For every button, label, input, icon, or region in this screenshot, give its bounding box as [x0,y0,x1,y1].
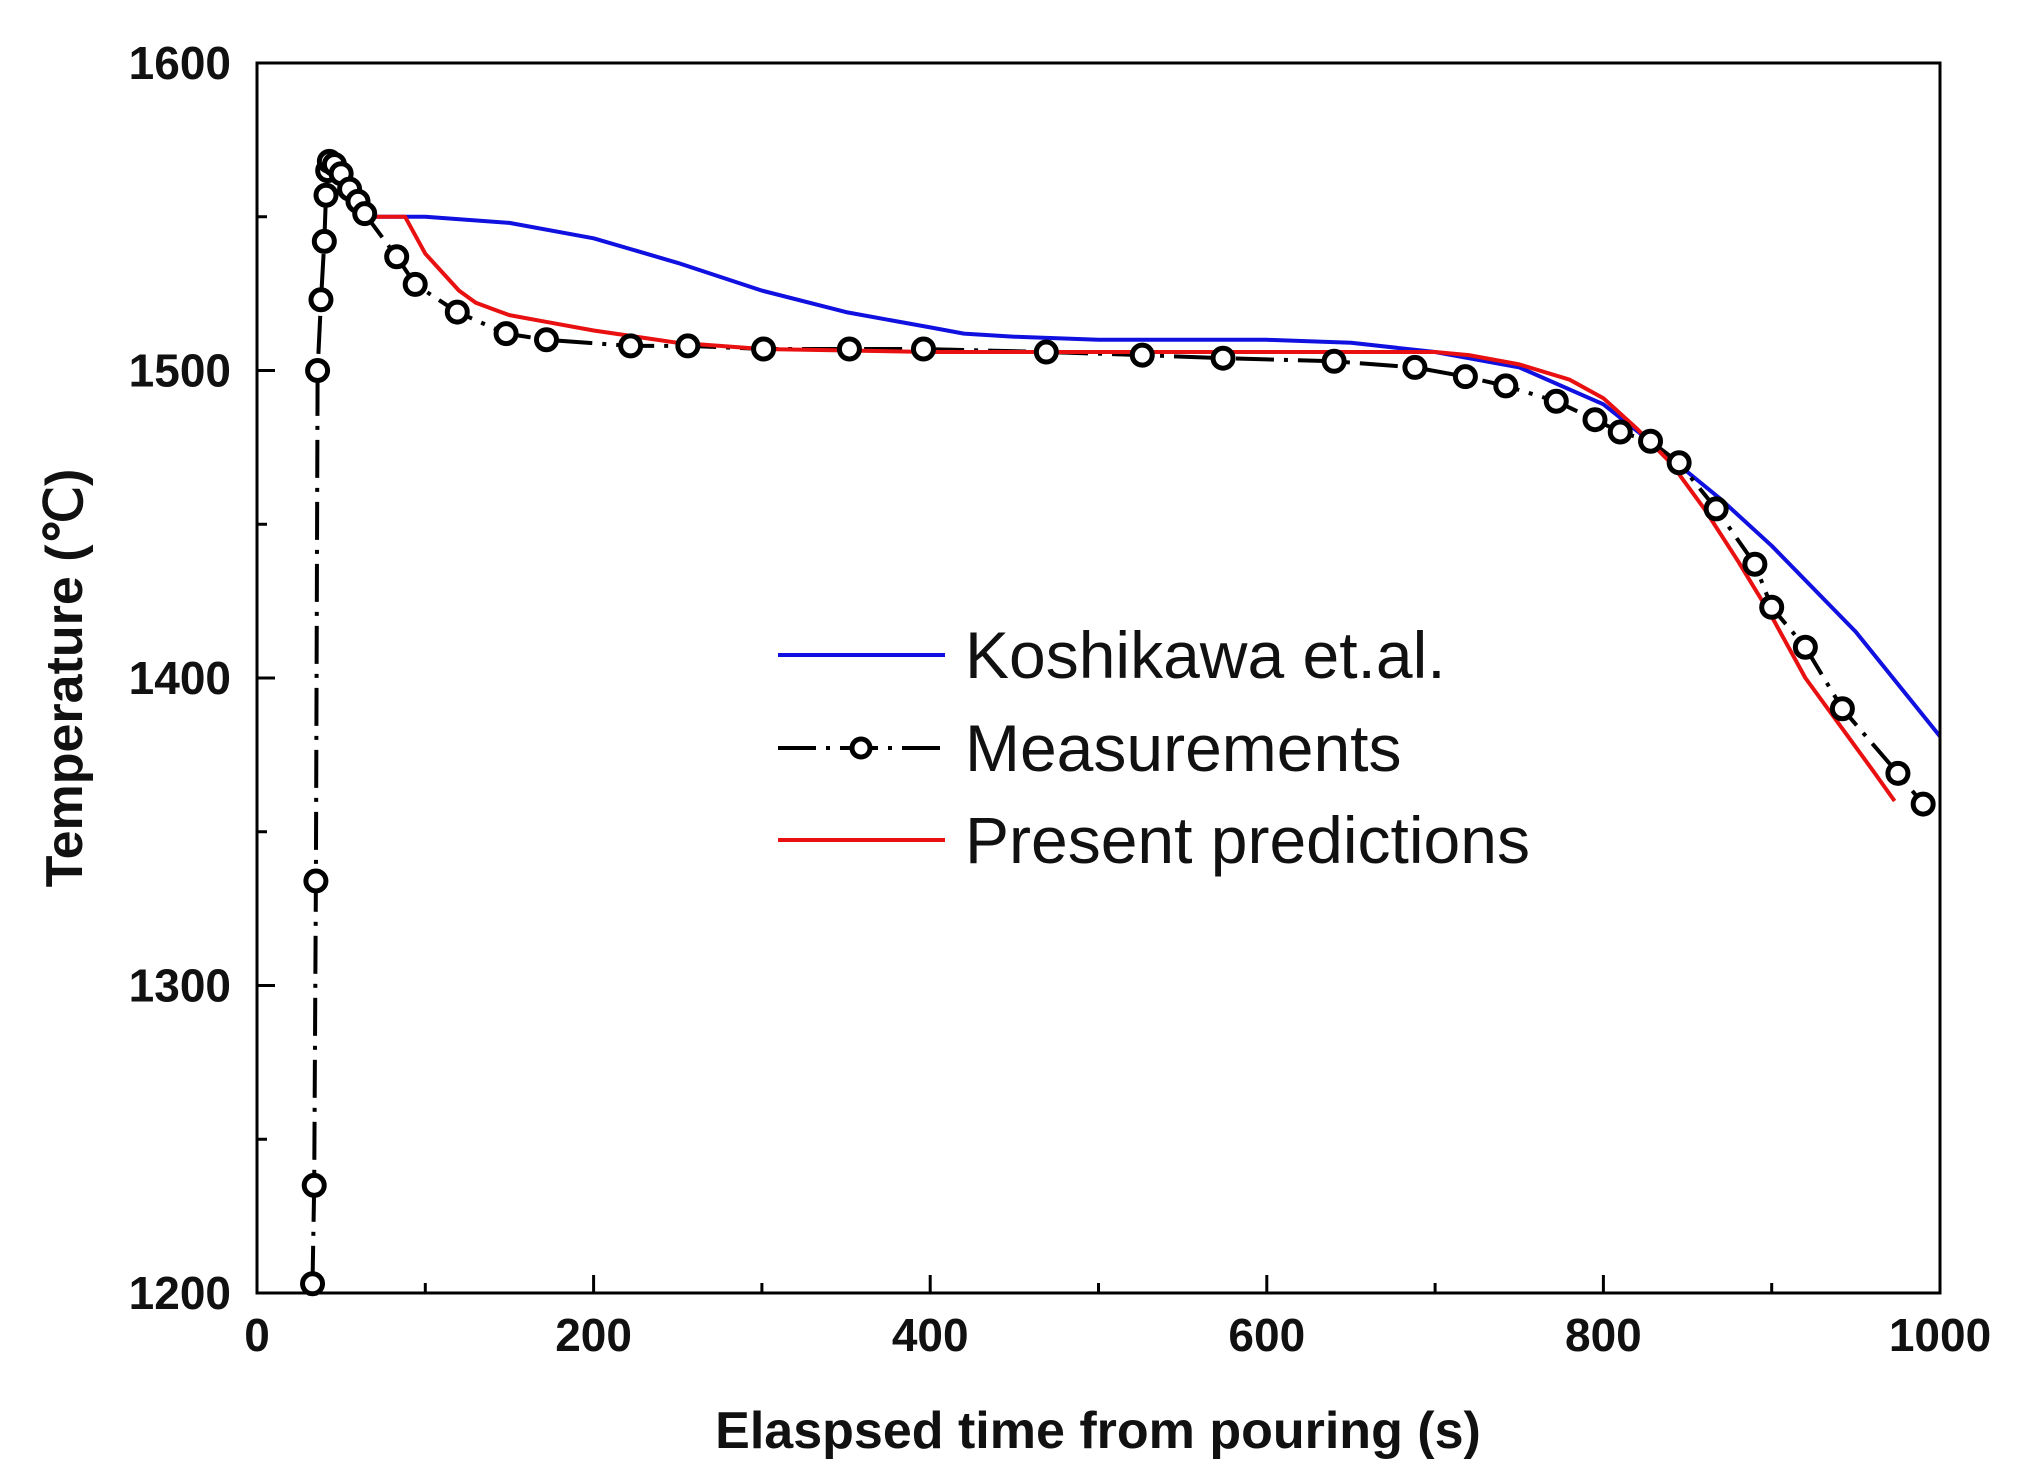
measurement-point [1607,419,1633,445]
x-tick-label: 1000 [1889,1309,1991,1361]
measurement-point [1742,551,1768,577]
series-line-koshikawa [374,214,1942,738]
y-tick-label: 1300 [129,960,231,1012]
x-axis-title: Elaspsed time from pouring (s) [715,1402,1481,1460]
measurement-point [1210,345,1236,371]
measurement-point [1033,339,1059,365]
measurement-point [1885,760,1911,786]
measurement-point [1638,428,1664,454]
measurement-point [751,336,777,362]
measurement-point [1452,364,1478,390]
measurement-point [311,228,337,254]
axis-ticks [255,61,1942,1295]
measurement-point [618,333,644,359]
measurement-point [303,868,329,894]
measurement-point [384,244,410,270]
measurement-point [493,321,519,347]
measurement-point [352,201,378,227]
measurement-point [1543,388,1569,414]
legend-label-koshikawa: Koshikawa et.al. [965,618,1446,692]
x-tick-label: 400 [892,1309,969,1361]
measurement-point [313,182,339,208]
measurement-point [301,1172,327,1198]
legend-marker-measurements [849,736,873,760]
x-tick-label: 600 [1228,1309,1305,1361]
x-tick-label: 200 [555,1309,632,1361]
measurement-point [1321,348,1347,374]
y-tick-label: 1600 [129,37,231,89]
x-tick-label: 800 [1565,1309,1642,1361]
measurement-point [1703,496,1729,522]
measurement-point [444,299,470,325]
y-tick-label: 1200 [129,1267,231,1319]
y-tick-label: 1400 [129,652,231,704]
legend-label-measurements: Measurements [965,711,1402,785]
measurement-point [300,1271,326,1297]
measurement-point [910,336,936,362]
measurement-point [836,336,862,362]
legend-label-present-predictions: Present predictions [965,803,1530,877]
y-tick-label: 1500 [129,345,231,397]
measurement-point [402,271,428,297]
measurement-point [675,333,701,359]
measurement-point [1829,696,1855,722]
measurement-point [1792,634,1818,660]
measurement-point [1402,354,1428,380]
measurement-point [1910,791,1936,817]
measurement-point [1129,342,1155,368]
measurement-point [1582,407,1608,433]
plot-markers [300,148,1936,1297]
axis-tick-labels: 0 200 400 600 800 1000 1200 1300 1400 1500 1600 [129,37,1992,1361]
measurement-point [1493,373,1519,399]
measurement-point [533,327,559,353]
legend: Koshikawa et.al. Measurements Present pr… [778,618,1530,877]
measurement-point [305,358,331,383]
y-axis-title: Temperature (℃) [36,469,94,888]
measurement-point [1666,450,1692,476]
x-tick-label: 0 [244,1309,270,1361]
measurement-point [308,287,334,313]
measurement-point [1759,594,1785,620]
series-line-present-predictions [374,214,1897,803]
